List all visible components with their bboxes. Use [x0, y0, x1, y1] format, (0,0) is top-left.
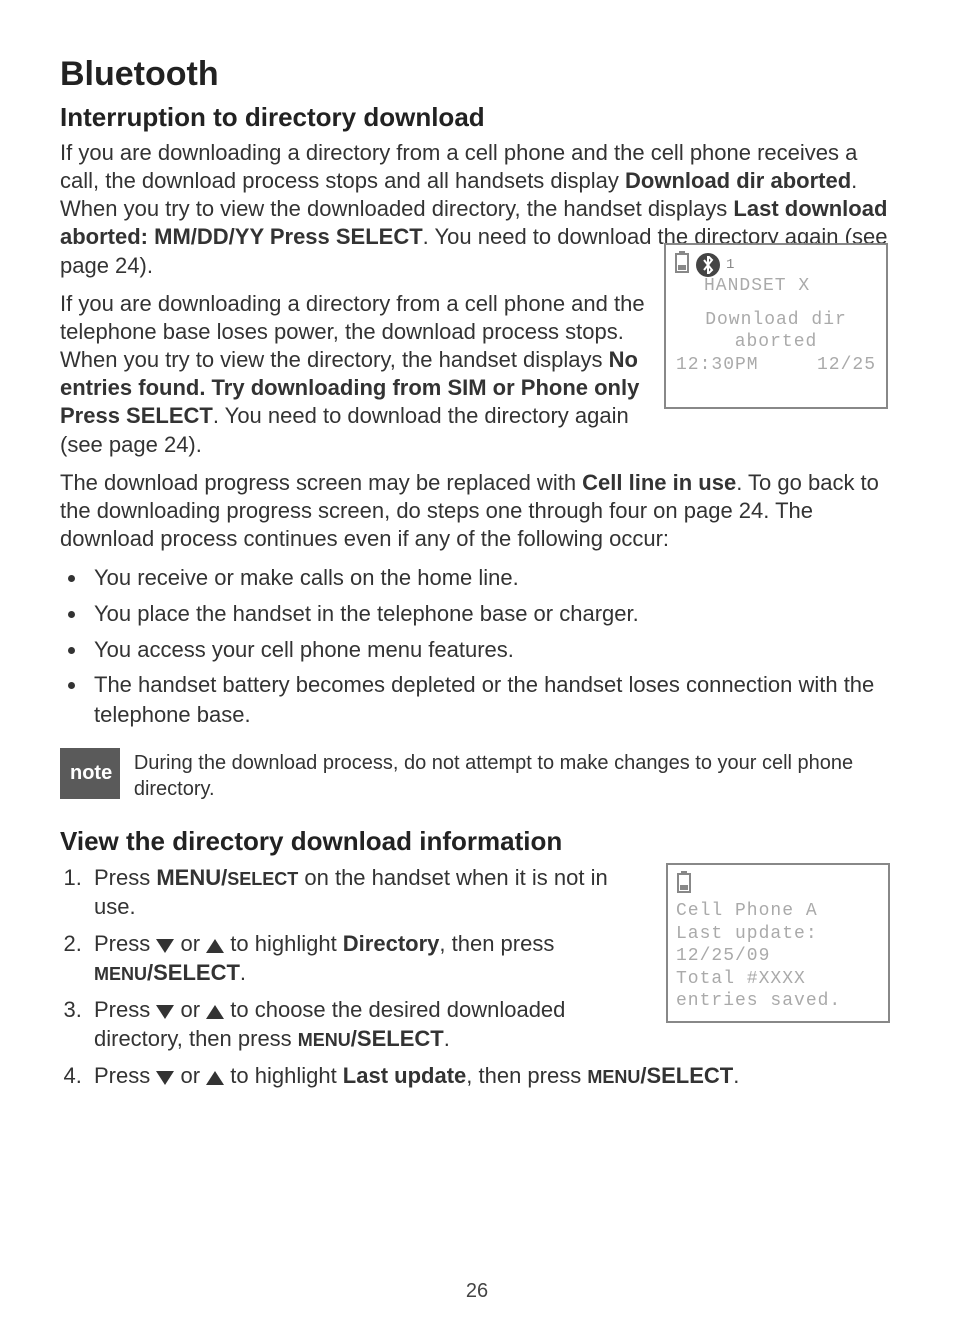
lcd-footer: 12:30PM 12/25	[674, 355, 878, 375]
list-item: You receive or make calls on the home li…	[88, 563, 894, 593]
text: /SELECT	[147, 960, 240, 985]
text: to highlight	[224, 931, 343, 956]
text: /SELECT	[640, 1063, 733, 1088]
small-caps: SELECT	[227, 869, 298, 889]
bold-text: MENU/SELECT	[298, 1026, 444, 1051]
bold-text: Cell line in use	[582, 470, 736, 495]
text: The download progress screen may be repl…	[60, 470, 582, 495]
text: or	[174, 997, 206, 1022]
small-caps: MENU	[94, 964, 147, 984]
up-arrow-icon	[206, 939, 224, 953]
bullet-list: You receive or make calls on the home li…	[60, 563, 894, 729]
list-item: Press or to highlight Last update, then …	[88, 1061, 894, 1090]
lcd-screen-1: 1 HANDSET X Download dir aborted 12:30PM…	[664, 243, 888, 409]
lcd-handset-label: HANDSET X	[704, 276, 878, 296]
text: Press	[94, 865, 156, 890]
list-item: Press or to highlight Directory, then pr…	[88, 929, 648, 987]
list-item: Press MENU/SELECT on the handset when it…	[88, 863, 648, 921]
bold-text: Download dir aborted	[625, 168, 851, 193]
text: .	[240, 960, 246, 985]
text: Press	[94, 1063, 156, 1088]
text: .	[733, 1063, 739, 1088]
bt-index: 1	[726, 257, 734, 273]
note-text: During the download process, do not atte…	[134, 748, 894, 802]
text: Press	[94, 997, 156, 1022]
bold-text: Last update	[343, 1063, 466, 1088]
text: Last update:	[676, 923, 880, 946]
note-label: note	[60, 748, 120, 799]
down-arrow-icon	[156, 1071, 174, 1085]
text: entries saved.	[676, 990, 880, 1013]
text: Download dir	[674, 310, 878, 332]
text: , then press	[466, 1063, 587, 1088]
section1-p2: If you are downloading a directory from …	[60, 290, 650, 459]
lcd-status-row: 1	[674, 251, 878, 278]
list-item: You place the handset in the telephone b…	[88, 599, 894, 629]
bold-text: MENU/SELECT	[587, 1063, 733, 1088]
text: Cell Phone A	[676, 900, 880, 923]
page-title: Bluetooth	[60, 55, 894, 94]
lcd-message: Download dir aborted	[674, 310, 878, 353]
battery-icon	[676, 871, 880, 898]
down-arrow-icon	[156, 939, 174, 953]
text: , then press	[439, 931, 554, 956]
bold-text: MENU/SELECT	[94, 960, 240, 985]
up-arrow-icon	[206, 1005, 224, 1019]
down-arrow-icon	[156, 1005, 174, 1019]
text: .	[444, 1026, 450, 1051]
section1-heading: Interruption to directory download	[60, 102, 894, 133]
bluetooth-icon	[696, 253, 720, 277]
list-item: Press or to choose the desired downloade…	[88, 995, 648, 1053]
text: If you are downloading a directory from …	[60, 291, 645, 372]
text: Total #XXXX	[676, 968, 880, 991]
text: /SELECT	[351, 1026, 444, 1051]
lcd-screen-2: Cell Phone A Last update: 12/25/09 Total…	[666, 863, 890, 1023]
lcd-date: 12/25	[817, 355, 876, 375]
bold-text: MENU/SELECT	[156, 865, 298, 890]
text: or	[174, 1063, 206, 1088]
text: Press	[94, 931, 156, 956]
note-block: note During the download process, do not…	[60, 748, 894, 802]
lcd-time: 12:30PM	[676, 355, 759, 375]
page-number: 26	[0, 1280, 954, 1303]
section1-p3: The download progress screen may be repl…	[60, 469, 894, 553]
list-item: You access your cell phone menu features…	[88, 635, 894, 665]
up-arrow-icon	[206, 1071, 224, 1085]
lcd-info-lines: Cell Phone A Last update: 12/25/09 Total…	[676, 900, 880, 1013]
section2-heading: View the directory download information	[60, 826, 894, 857]
text: aborted	[674, 332, 878, 354]
text: 12/25/09	[676, 945, 880, 968]
bold-text: Directory	[343, 931, 440, 956]
small-caps: MENU	[298, 1030, 351, 1050]
list-item: The handset battery becomes depleted or …	[88, 670, 894, 729]
battery-icon	[674, 251, 690, 278]
small-caps: MENU	[587, 1067, 640, 1087]
text: or	[174, 931, 206, 956]
text: to highlight	[224, 1063, 343, 1088]
text: MENU/	[156, 865, 227, 890]
